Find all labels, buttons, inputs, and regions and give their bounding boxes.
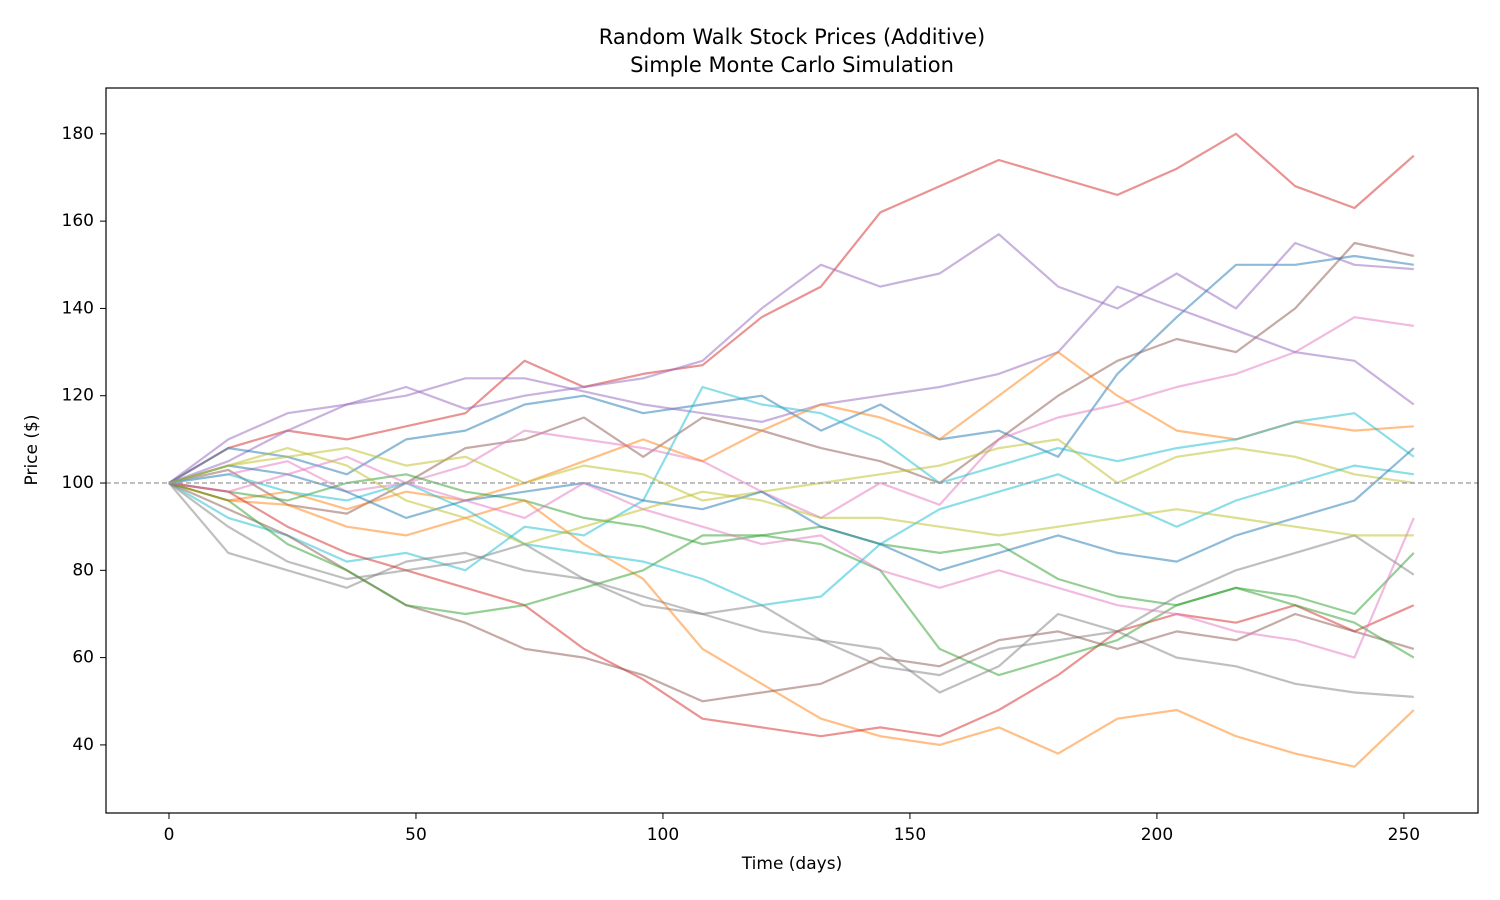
x-tick-label: 100 bbox=[647, 825, 679, 845]
series-line bbox=[168, 241, 1415, 515]
y-tick-label: 100 bbox=[62, 473, 94, 493]
chart-subtitle: Simple Monte Carlo Simulation bbox=[630, 53, 954, 77]
x-tick-label: 0 bbox=[164, 825, 175, 845]
x-tick-label: 250 bbox=[1388, 825, 1420, 845]
chart-title: Random Walk Stock Prices (Additive) bbox=[599, 25, 986, 49]
series-line bbox=[168, 447, 1414, 546]
series-line bbox=[168, 351, 1414, 511]
y-tick-label: 40 bbox=[72, 735, 94, 755]
series-line bbox=[168, 316, 1414, 519]
plot-frame bbox=[105, 87, 1479, 814]
y-tick-label: 180 bbox=[62, 124, 94, 144]
series-line bbox=[168, 481, 1415, 768]
series-line bbox=[168, 455, 1415, 659]
series-line bbox=[168, 481, 1415, 677]
series-line bbox=[168, 385, 1415, 572]
x-tick-label: 200 bbox=[1141, 825, 1173, 845]
series-line bbox=[168, 285, 1415, 484]
y-tick-label: 60 bbox=[72, 648, 94, 668]
x-axis-label: Time (days) bbox=[741, 854, 842, 874]
series-line bbox=[168, 438, 1414, 502]
plot-area bbox=[106, 132, 1478, 768]
x-tick-label: 50 bbox=[405, 825, 427, 845]
y-tick-label: 140 bbox=[62, 298, 94, 318]
y-tick-label: 120 bbox=[62, 386, 94, 406]
series-line bbox=[168, 482, 1415, 694]
x-tick-label: 150 bbox=[894, 825, 926, 845]
series-line bbox=[168, 132, 1415, 484]
y-axis-label: Price ($) bbox=[22, 415, 42, 486]
series-line bbox=[168, 481, 1415, 738]
y-tick-label: 80 bbox=[72, 560, 94, 580]
y-tick-label: 160 bbox=[62, 211, 94, 231]
